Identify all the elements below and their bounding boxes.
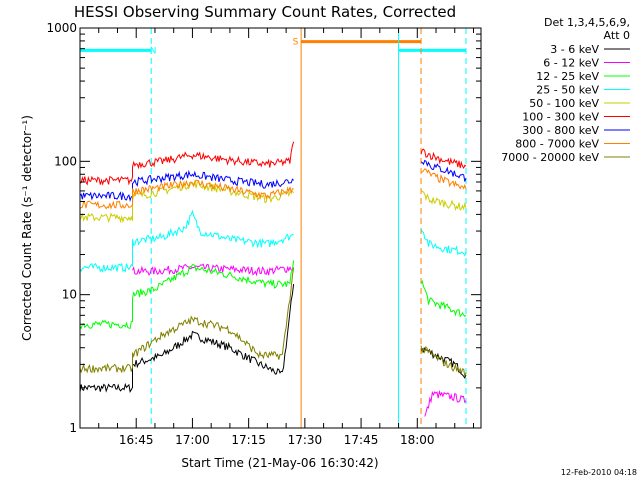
series-2-segment-0 [79,260,295,330]
series-3 [79,209,467,273]
x-tick-label-5: 18:00 [400,433,435,447]
x-tick-label-1: 17:00 [175,433,210,447]
y-axis-label: Corrected Count Rate (s⁻¹ detector⁻¹) [20,115,34,341]
series-5 [79,141,467,186]
legend-label-8: 7000 - 20000 keV [501,151,599,164]
legend-label-0: 3 - 6 keV [550,43,599,56]
series-7-segment-1 [420,168,467,190]
legend-label-5: 100 - 300 keV [522,111,599,124]
y-tick-label-0: 1 [69,421,77,435]
data-series [79,141,467,417]
series-7 [79,168,467,210]
series-2-segment-1 [420,279,467,318]
series-7-segment-0 [79,179,294,210]
flag-label-0: N [150,46,157,56]
chart-title: HESSI Observing Summary Count Rates, Cor… [74,3,456,21]
series-1-segment-1 [424,389,467,417]
legend-label-6: 300 - 800 keV [522,124,599,137]
series-8-segment-1 [420,345,467,377]
y-tick-label-2: 100 [54,154,77,168]
series-0-segment-0 [79,284,295,393]
legend-label-3: 25 - 50 keV [536,84,599,97]
legend-label-2: 12 - 25 keV [536,70,599,83]
x-tick-label-4: 17:45 [344,433,379,447]
series-1-segment-0 [132,263,295,277]
series-1 [132,263,467,417]
y-axis-ticks: 1 10 100 1000 [46,21,481,435]
y-tick-label-1: 10 [62,288,77,302]
flag-label-1: S [293,38,299,48]
series-2 [79,260,467,330]
x-tick-label-0: 16:45 [119,433,154,447]
legend-label-7: 800 - 7000 keV [515,138,599,151]
series-4-segment-0 [79,179,294,224]
series-0 [79,284,467,393]
series-4-segment-1 [420,190,467,212]
x-tick-label-2: 17:15 [231,433,266,447]
series-5-segment-0 [79,141,295,186]
series-6-segment-1 [420,159,467,182]
x-tick-label-3: 17:30 [288,433,323,447]
legend-label-1: 6 - 12 keV [543,57,599,70]
series-8 [79,267,467,377]
series-4 [79,179,467,224]
plot-frame [79,27,482,429]
legend-header-1: Att 0 [604,29,630,42]
series-3-segment-1 [420,228,467,257]
legend-label-4: 50 - 100 keV [529,97,599,110]
generation-date: 12-Feb-2010 04:18 [561,468,637,477]
series-6-segment-0 [79,169,294,202]
legend-header-0: Det 1,3,4,5,6,9, [544,16,630,29]
observing-flags: NS [80,38,467,56]
series-6 [79,159,467,202]
y-tick-label-3: 1000 [46,21,77,35]
series-3-segment-0 [79,209,294,273]
x-axis-ticks: 16:45 17:00 17:15 17:30 17:45 18:00 [79,28,475,447]
series-5-segment-1 [420,148,467,170]
series-8-segment-0 [79,267,295,374]
x-axis-label: Start Time (21-May-06 16:30:42) [181,456,378,470]
